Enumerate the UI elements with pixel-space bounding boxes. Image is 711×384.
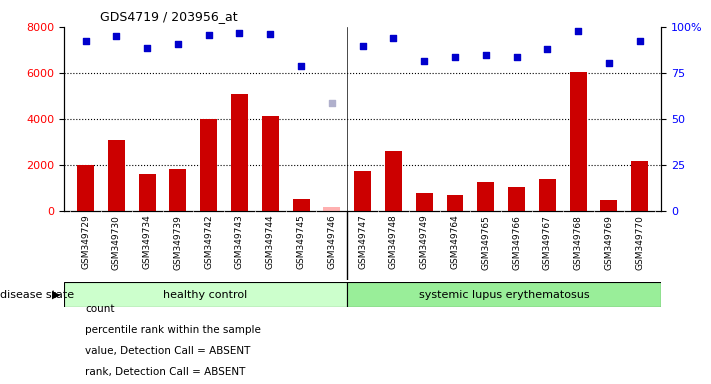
Text: GDS4719 / 203956_at: GDS4719 / 203956_at xyxy=(100,10,237,23)
Point xyxy=(510,54,522,60)
Point xyxy=(264,31,276,37)
Point xyxy=(387,35,399,41)
Text: disease state: disease state xyxy=(0,290,74,300)
Point xyxy=(357,43,368,50)
Text: GSM349769: GSM349769 xyxy=(604,215,614,270)
Point xyxy=(234,30,245,36)
Text: GSM349747: GSM349747 xyxy=(358,215,367,270)
Point xyxy=(172,41,183,47)
Text: GSM349764: GSM349764 xyxy=(451,215,459,270)
Text: GSM349767: GSM349767 xyxy=(542,215,552,270)
Bar xyxy=(324,207,341,211)
Point xyxy=(203,32,215,38)
Text: GSM349743: GSM349743 xyxy=(235,215,244,270)
Point xyxy=(141,45,153,51)
Bar xyxy=(292,199,309,211)
Bar xyxy=(169,169,186,211)
FancyBboxPatch shape xyxy=(347,282,661,307)
Text: GSM349746: GSM349746 xyxy=(327,215,336,270)
Point xyxy=(419,58,430,65)
Point xyxy=(572,28,584,35)
Text: rank, Detection Call = ABSENT: rank, Detection Call = ABSENT xyxy=(85,367,246,377)
Text: GSM349742: GSM349742 xyxy=(204,215,213,269)
Bar xyxy=(262,116,279,211)
Bar xyxy=(477,182,494,211)
Bar xyxy=(77,165,94,211)
Point xyxy=(111,33,122,39)
Text: GSM349739: GSM349739 xyxy=(173,215,183,270)
Bar xyxy=(570,72,587,211)
Bar xyxy=(385,151,402,211)
Point xyxy=(603,60,614,66)
Bar xyxy=(108,140,125,211)
Text: GSM349765: GSM349765 xyxy=(481,215,491,270)
Point xyxy=(80,38,91,44)
Text: GSM349745: GSM349745 xyxy=(296,215,306,270)
Point xyxy=(542,46,553,52)
Bar xyxy=(416,193,433,211)
Bar xyxy=(631,161,648,211)
Bar xyxy=(139,174,156,211)
Point xyxy=(480,51,491,58)
Text: count: count xyxy=(85,304,114,314)
Bar xyxy=(447,195,464,211)
FancyBboxPatch shape xyxy=(64,282,347,307)
Text: GSM349729: GSM349729 xyxy=(81,215,90,270)
Text: healthy control: healthy control xyxy=(164,290,247,300)
Bar xyxy=(600,200,617,211)
Bar xyxy=(508,187,525,211)
Text: GSM349748: GSM349748 xyxy=(389,215,398,270)
Text: GSM349744: GSM349744 xyxy=(266,215,274,269)
Text: GSM349734: GSM349734 xyxy=(143,215,151,270)
Point xyxy=(295,63,306,69)
Text: GSM349730: GSM349730 xyxy=(112,215,121,270)
Text: ▶: ▶ xyxy=(52,290,60,300)
Bar xyxy=(354,171,371,211)
Bar xyxy=(231,94,248,211)
Text: GSM349749: GSM349749 xyxy=(419,215,429,270)
Text: value, Detection Call = ABSENT: value, Detection Call = ABSENT xyxy=(85,346,251,356)
Text: systemic lupus erythematosus: systemic lupus erythematosus xyxy=(419,290,589,300)
Point xyxy=(326,100,338,106)
Text: GSM349768: GSM349768 xyxy=(574,215,582,270)
Point xyxy=(449,54,461,60)
Bar xyxy=(539,179,556,211)
Bar xyxy=(201,119,217,211)
Point xyxy=(634,38,646,44)
Text: GSM349766: GSM349766 xyxy=(512,215,521,270)
Text: percentile rank within the sample: percentile rank within the sample xyxy=(85,325,261,335)
Text: GSM349770: GSM349770 xyxy=(635,215,644,270)
